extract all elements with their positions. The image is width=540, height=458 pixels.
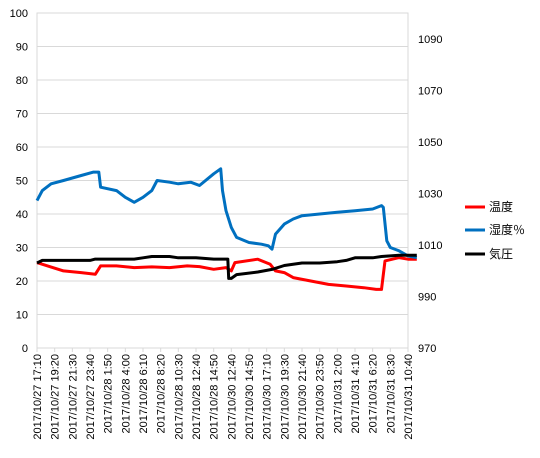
y-tick-label: 100 [10,8,28,20]
plot-area [36,12,409,349]
x-tick-label: 2017/10/31 2:00 [332,354,344,434]
x-tick-label: 2017/10/28 4:00 [120,354,132,434]
x-tick-label: 2017/10/27 17:10 [32,354,44,440]
series-line [36,256,417,291]
x-tick-label: 2017/10/28 10:30 [173,354,185,440]
x-tick-label: 2017/10/30 17:10 [262,354,274,440]
y2-tick-label: 1090 [418,34,442,46]
legend-label: 温度 [489,199,513,214]
x-tick-label: 2017/10/28 8:20 [156,354,168,434]
x-tick-label: 2017/10/31 8:30 [385,354,397,434]
x-tick-label: 2017/10/30 19:30 [279,354,291,440]
x-tick-label: 2017/10/30 23:50 [315,354,327,440]
x-tick-label: 2017/10/27 23:40 [85,354,97,440]
y2-tick-label: 1050 [418,137,442,149]
y2-tick-label: 1030 [418,188,442,200]
x-tick-label: 2017/10/31 10:40 [403,354,415,440]
y-tick-label: 50 [16,176,28,188]
x-tick-label: 2017/10/31 6:20 [368,354,380,434]
series-layer [35,167,418,291]
legend-label: 湿度％ [489,222,525,237]
y2-tick-label: 1010 [418,240,442,252]
x-tick-label: 2017/10/27 19:20 [50,354,62,440]
y-tick-label: 20 [16,276,28,288]
x-tick-label: 2017/10/27 21:30 [67,354,79,440]
y2-tick-label: 990 [418,291,436,303]
x-axis: 2017/10/27 17:10 2017/10/27 19:20 2017/10/… [32,348,415,440]
y-tick-label: 70 [16,109,28,121]
x-tick-label: 2017/10/28 12:40 [191,354,203,440]
y-tick-label: 10 [16,310,28,322]
y2-tick-label: 970 [418,343,436,355]
x-tick-label: 2017/10/31 4:10 [350,354,362,434]
x-tick-label: 2017/10/30 21:40 [297,354,309,440]
x-tick-label: 2017/10/30 12:40 [226,354,238,440]
y2-tick-label: 1070 [418,85,442,97]
x-tick-label: 2017/10/28 1:50 [103,354,115,434]
y-tick-label: 0 [22,343,28,355]
left-axis: 0 10 20 30 40 50 60 70 80 90 100 [10,8,28,355]
y-tick-label: 40 [16,209,28,221]
series-line [35,167,418,260]
y-tick-label: 60 [16,142,28,154]
y-tick-label: 80 [16,75,28,87]
plot-border [36,12,409,349]
x-tick-label: 2017/10/28 14:50 [209,354,221,440]
series-line [36,253,417,280]
right-axis: 970 990 1010 1030 1050 1070 1090 [418,34,442,355]
x-tick-label: 2017/10/30 14:50 [244,354,256,440]
y-tick-label: 90 [16,42,28,54]
legend-label: 気圧 [489,246,513,261]
x-tick-label: 2017/10/28 6:10 [138,354,150,434]
y-tick-label: 30 [16,243,28,255]
